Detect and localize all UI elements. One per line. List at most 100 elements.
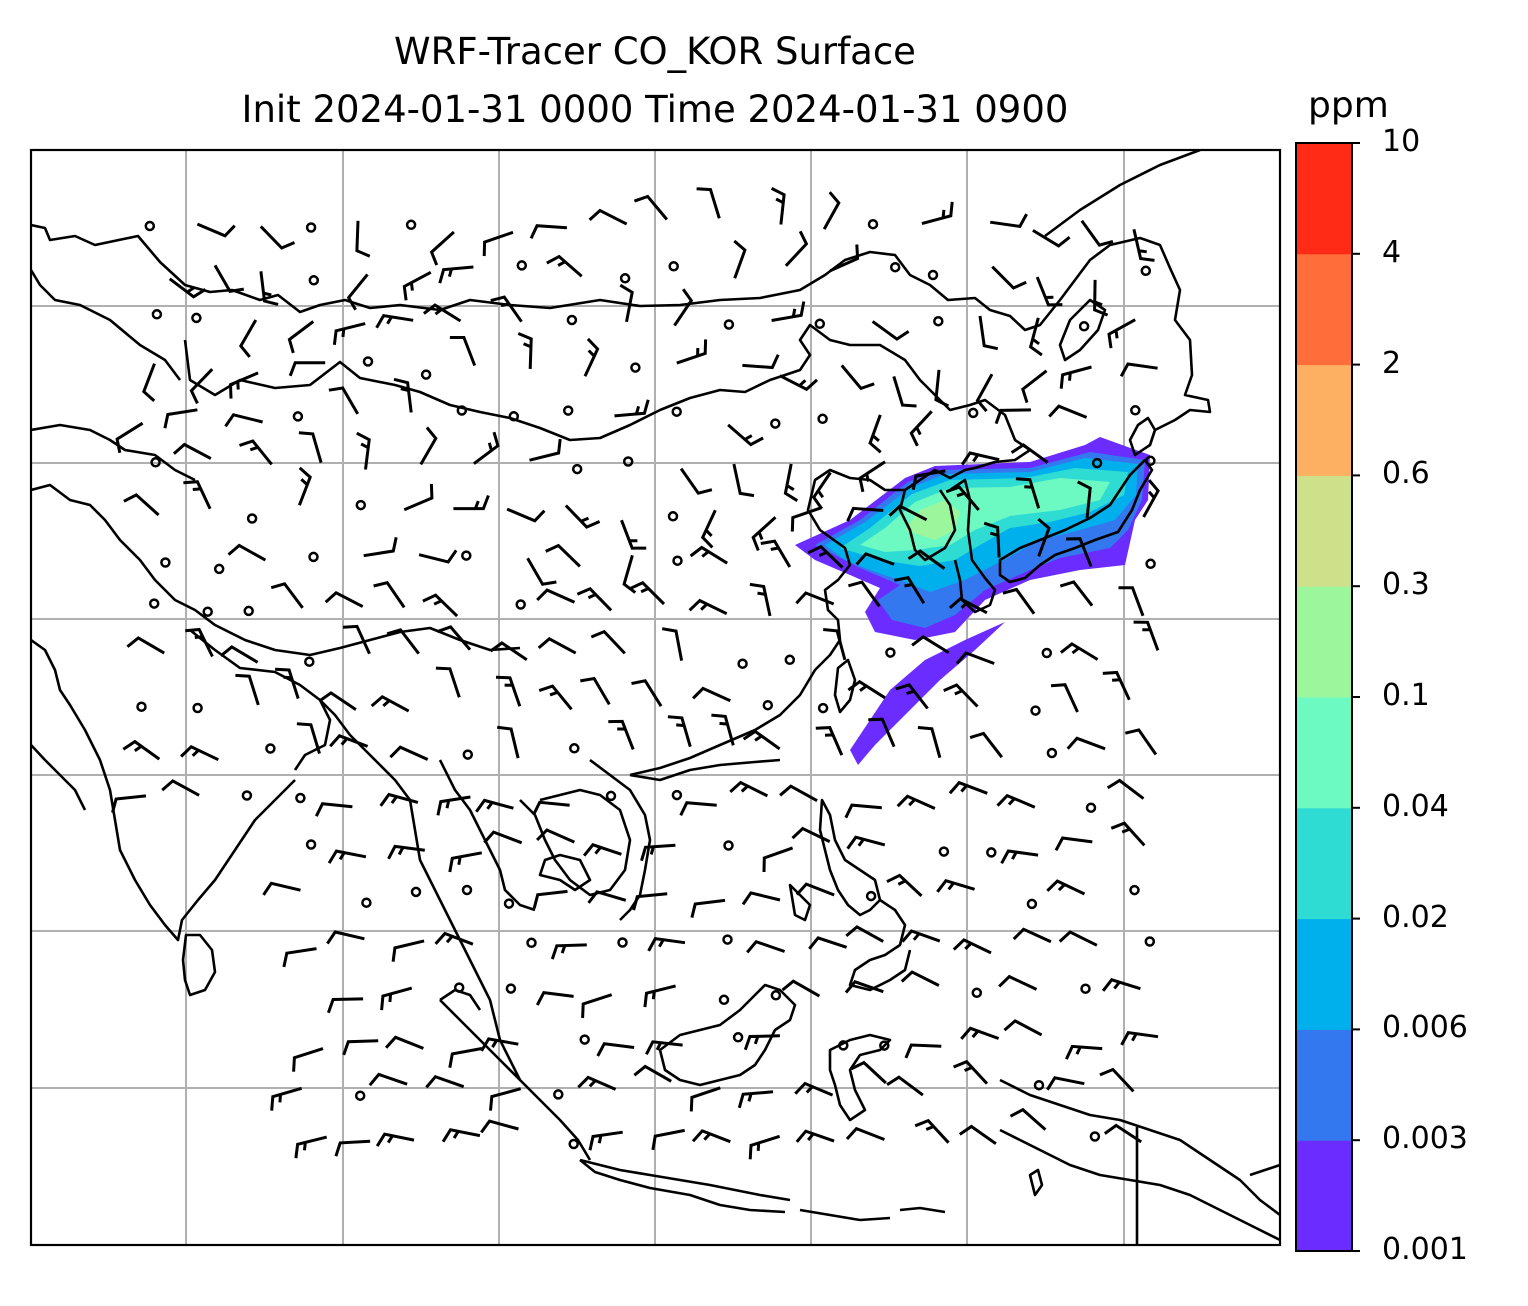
wind-barb [287,320,315,354]
wind-barb [1046,879,1086,896]
calm-wind-circle [515,599,526,610]
wind-barb [1035,276,1063,307]
wind-barb [590,629,626,655]
colorbar-tick-label: 0.04 [1382,788,1449,824]
wind-barb [495,675,522,707]
calm-wind-circle [617,937,628,948]
wind-barb [329,734,369,748]
calm-wind-circle [1030,705,1041,716]
wind-barb [689,545,728,565]
wind-barb [435,666,461,698]
wind-barb [122,739,161,761]
wind-barb [292,1047,324,1072]
wind-barb [587,890,627,904]
colorbar-tick-label: 0.001 [1382,1232,1468,1267]
wind-barb [746,939,786,954]
calm-wind-circle [462,749,474,760]
wind-barb [342,1039,379,1056]
wind-barb [619,283,634,323]
calm-wind-circle [461,884,473,896]
calm-wind-circle [1033,1079,1045,1091]
wind-barb [1124,728,1158,756]
calm-wind-circle [505,983,517,994]
calm-wind-circle [867,218,879,230]
calm-wind-circle [723,319,735,330]
calm-wind-circle [1078,321,1090,332]
wind-barb [729,780,769,798]
wind-barb [332,322,366,345]
wind-barb [436,795,471,816]
wind-barb [858,460,886,493]
wind-barb [895,683,929,710]
wind-barb [506,507,546,523]
wind-barb [327,849,367,864]
wind-barb [948,596,988,615]
wind-barb [815,726,844,756]
calm-wind-circle [579,1034,590,1045]
wind-barb [779,784,818,803]
wind-barb [189,368,214,405]
wind-barb [529,224,568,240]
colorbar-tick-label: 10 [1382,124,1421,159]
calm-wind-circle [770,990,782,1001]
wind-barb [1059,365,1092,389]
wind-barb [1093,279,1109,317]
wind-barb [632,892,668,911]
calm-wind-circle [838,1040,849,1051]
wind-barb [886,873,923,897]
wind-barb [1120,1030,1159,1046]
wind-barb [375,1132,415,1147]
wind-barb [483,830,523,845]
wind-barb [588,1130,623,1151]
calm-wind-circle [879,1040,890,1051]
wind-barb [1065,1044,1103,1060]
wind-barb [643,984,676,1008]
wind-barb [489,641,528,662]
wind-barb [911,469,946,491]
wind-barb [667,715,692,748]
wind-barb [453,494,490,511]
wind-barb [846,835,886,850]
wind-barb [185,627,214,658]
wind-barb [844,980,884,994]
wind-barb [1046,1076,1085,1091]
calm-wind-circle [784,654,796,666]
wind-barb [633,1064,672,1083]
wind-barb [1015,477,1041,509]
wind-barb [373,580,406,609]
calm-wind-circle [461,550,472,561]
wind-barb [546,254,583,278]
wind-barb [448,851,483,873]
wind-barb [741,891,781,906]
wind-barb [386,628,420,655]
wind-barb [692,686,731,703]
wind-barb [960,1026,1000,1040]
calm-wind-circle [630,362,641,373]
wind-barb [536,588,576,604]
wind-barb [342,624,371,655]
wind-barb [1054,836,1093,852]
calm-wind-circle [1046,747,1058,759]
calm-wind-circle [1145,455,1156,467]
wind-barb [1132,228,1155,262]
wind-barb [545,543,581,568]
calm-wind-circle [405,219,417,231]
wind-barb [196,222,236,238]
wind-barb [732,463,755,498]
map-frame [29,148,1282,1247]
calm-wind-circle [361,897,372,908]
wind-barb [845,1126,885,1141]
wind-barb [142,363,156,403]
calm-wind-circle [889,261,901,273]
wind-barb [960,451,1000,466]
wind-barb [737,1090,774,1109]
wind-barb [535,990,574,1006]
wind-barb [270,582,304,609]
wind-barb [429,230,455,266]
wind-barb [434,931,474,946]
wind-barb [1010,443,1049,464]
calm-wind-circle [762,699,774,711]
calm-wind-circle [420,369,432,380]
wind-barb [896,794,936,810]
wind-barb [224,413,263,428]
